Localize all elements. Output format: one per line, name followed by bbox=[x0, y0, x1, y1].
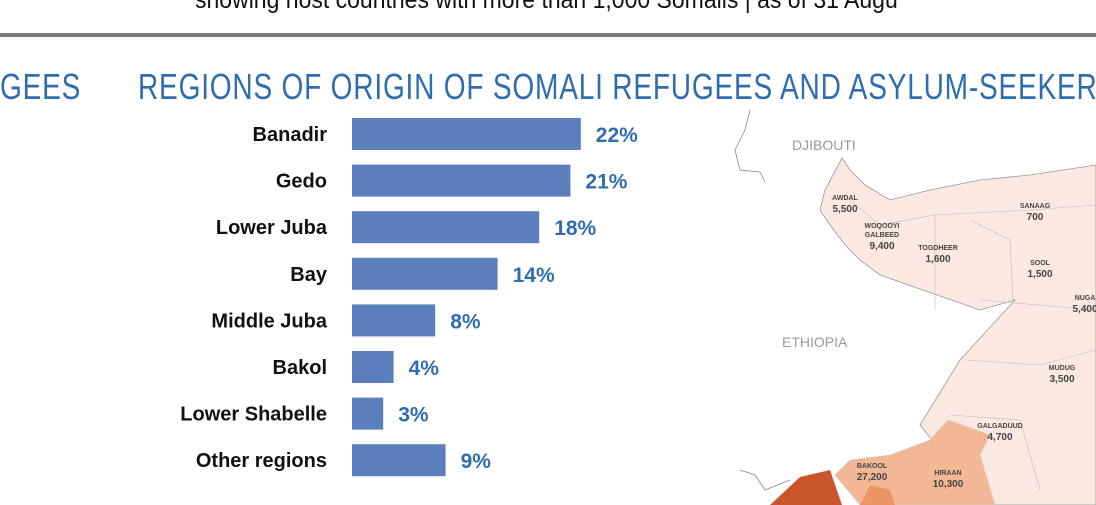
region-value: 9,400 bbox=[869, 241, 894, 252]
data-label: 8% bbox=[450, 310, 481, 333]
chart-title: REGIONS OF ORIGIN OF SOMALI REFUGEES AND… bbox=[138, 66, 1096, 107]
data-label: 22% bbox=[596, 124, 638, 147]
subtitle: showing host countries with more than 1,… bbox=[195, 0, 898, 14]
bar bbox=[352, 164, 571, 197]
region-value: 700 bbox=[1027, 212, 1044, 223]
region-name: NUGA bbox=[1075, 295, 1096, 302]
left-title-fragment: GEES bbox=[0, 66, 82, 107]
region-gedo bbox=[770, 470, 842, 505]
region-value: 5,500 bbox=[832, 204, 857, 215]
data-label: 4% bbox=[409, 357, 440, 380]
data-label: 3% bbox=[398, 404, 429, 427]
category-label: Gedo bbox=[276, 171, 327, 193]
country-label-djibouti: DJIBOUTI bbox=[792, 137, 856, 153]
region-bakool-hiraan bbox=[834, 419, 996, 505]
somalia-map: DJIBOUTI ETHIOPIA AWDAL 5,500 WOQOOYI GALBE… bbox=[734, 110, 1096, 505]
category-label: Lower Shabelle bbox=[180, 404, 327, 426]
region-bay bbox=[860, 485, 895, 505]
data-label: 21% bbox=[585, 171, 627, 194]
bar bbox=[352, 444, 446, 477]
region-value: 5,400 bbox=[1072, 304, 1096, 315]
bar bbox=[352, 351, 394, 383]
region-name: SOOL bbox=[1030, 260, 1051, 267]
ethiopia-border bbox=[739, 469, 791, 491]
bar-chart: Banadir 22% Gedo 21% Lower Juba 18% Bay 14% Midd… bbox=[180, 118, 638, 477]
bar bbox=[352, 211, 540, 244]
bar bbox=[352, 257, 498, 290]
region-name: SANAAG bbox=[1020, 203, 1051, 210]
northern-regions bbox=[819, 157, 1096, 505]
region-value: 3,500 bbox=[1049, 374, 1074, 385]
region-name: HIRAAN bbox=[934, 470, 961, 477]
category-label: Middle Juba bbox=[211, 310, 327, 332]
data-label: 18% bbox=[554, 217, 596, 240]
category-label: Other regions bbox=[196, 450, 327, 472]
region-value: 4,700 bbox=[987, 432, 1012, 443]
bar bbox=[352, 304, 436, 337]
region-value: 1,500 bbox=[1027, 269, 1052, 280]
region-name: TOGDHEER bbox=[918, 245, 958, 252]
djibouti-border bbox=[734, 110, 766, 183]
region-name: BAKOOL bbox=[857, 463, 888, 470]
bar bbox=[352, 397, 384, 430]
region-name: GALBEED bbox=[865, 232, 899, 239]
country-label-ethiopia: ETHIOPIA bbox=[782, 334, 848, 350]
region-value: 1,600 bbox=[925, 254, 950, 265]
data-label: 9% bbox=[461, 450, 492, 473]
region-name: MUDUG bbox=[1049, 365, 1076, 372]
region-value: 10,300 bbox=[933, 479, 964, 490]
category-label: Bakol bbox=[273, 357, 327, 379]
region-name: WOQOOYI bbox=[865, 223, 900, 230]
region-value: 27,200 bbox=[857, 472, 888, 483]
data-label: 14% bbox=[513, 264, 555, 287]
region-name: GALGADUUD bbox=[977, 423, 1023, 430]
divider bbox=[0, 33, 1096, 37]
region-name: AWDAL bbox=[832, 195, 858, 202]
category-label: Banadir bbox=[253, 124, 328, 146]
bar bbox=[352, 118, 581, 150]
category-label: Lower Juba bbox=[216, 217, 328, 239]
category-label: Bay bbox=[290, 264, 328, 286]
